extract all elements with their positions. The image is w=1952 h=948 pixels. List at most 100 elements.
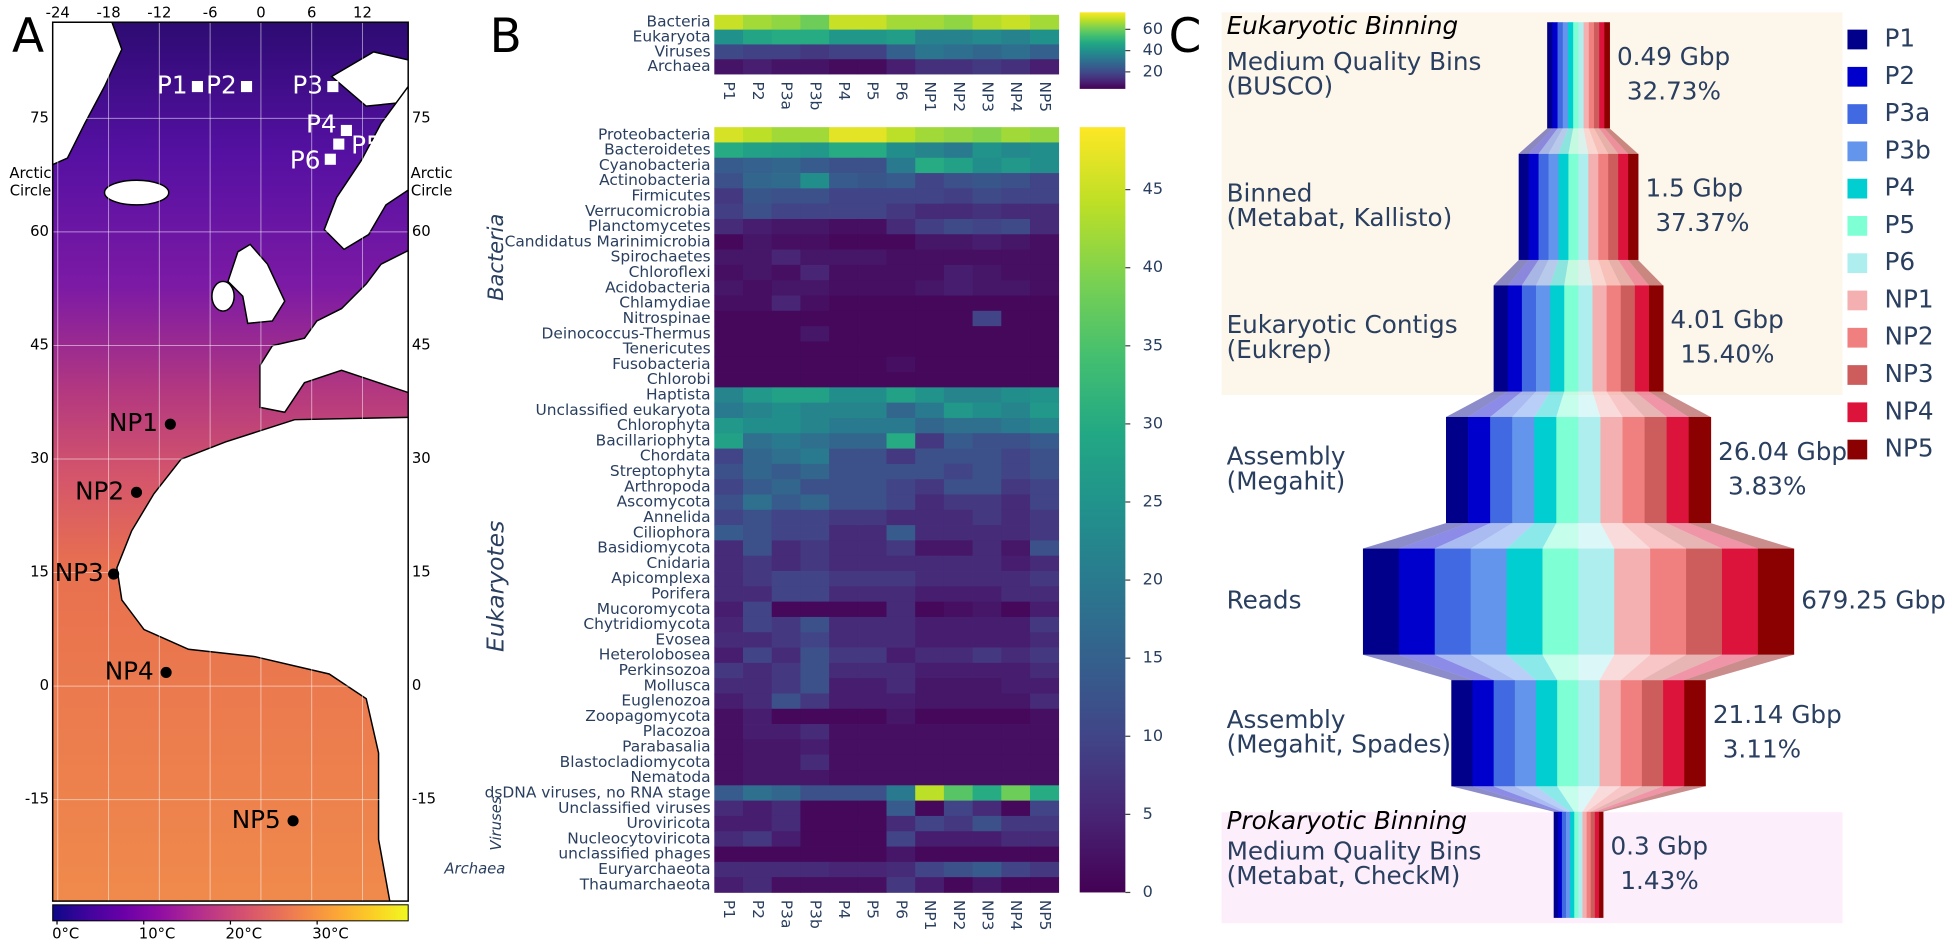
heat-cell [1030,173,1060,189]
heat-cell [915,188,945,205]
heat-cell [743,14,773,30]
heat-cell [743,249,773,266]
funnel-segment [1528,153,1539,260]
column-label: P3a [778,81,796,110]
heat-cell [800,264,830,281]
heat-cell [857,463,887,480]
column-label: NP2 [950,81,968,112]
heat-cell [771,173,801,189]
heat-cell [829,59,859,75]
heat-cell [943,448,973,465]
colorbar [1079,127,1126,893]
heat-cell [800,29,830,45]
stage-value: 679.25 Gbp [1801,586,1946,615]
legend-swatch [1847,365,1868,385]
funnel-segment [1618,153,1629,260]
heat-cell [886,14,916,30]
heat-cell [972,586,1002,603]
connector [1578,654,1615,681]
heat-cell [1001,693,1031,710]
heat-cell [1030,708,1060,725]
station-marker [287,815,299,827]
funnel-segment [1620,285,1636,392]
colorbar-tick-label: 40 [1143,257,1163,276]
connector [1588,128,1609,154]
funnel-segment [1521,285,1537,392]
heat-cell [800,877,830,893]
heat-cell [1001,218,1031,235]
funnel-segment [1556,416,1579,524]
funnel-segment [1593,22,1600,129]
heat-cell [771,218,801,235]
heat-cell [743,571,773,587]
heat-cell [857,402,887,419]
stage-title: Assembly [1227,442,1346,471]
y-tick-label: 30 [412,450,431,467]
heat-cell [886,448,916,465]
connector [1583,128,1599,154]
heat-cell [743,127,773,143]
heat-cell [800,280,830,296]
heat-cell [1030,59,1060,75]
y-tick-label: -15 [25,791,49,808]
row-label: Chloroflexi [629,263,711,281]
colorbar-tick-label: 30 [1143,413,1163,432]
funnel-segment [1594,811,1600,918]
funnel-segment [1557,680,1579,787]
heat-cell [714,249,744,266]
heat-cell [743,861,773,878]
heat-cell [1030,448,1060,465]
heat-cell [829,632,859,648]
heat-cell [771,29,801,45]
funnel-segment [1567,22,1574,129]
row-label: Nematoda [630,768,710,786]
heat-cell [915,44,945,60]
connector [1598,786,1706,812]
column-label: P4 [835,900,853,919]
stage-value: 1.5 Gbp [1645,174,1743,203]
stage-title: (Metabat, CheckM) [1227,861,1461,890]
heat-cell [1030,647,1060,664]
legend-swatch [1847,29,1868,50]
group-title: Eukaryotic Binning [1227,11,1459,40]
heat-cell [943,341,973,358]
row-label: Evosea [655,630,710,648]
connector [1434,523,1513,549]
station-marker [324,153,336,165]
legend-label: NP2 [1885,322,1934,351]
heat-cell [1030,402,1060,419]
heat-cell [943,14,973,30]
heat-cell [857,448,887,465]
stage-title: Binned [1227,179,1313,208]
funnel-segment [1570,811,1575,918]
station-label: P5 [351,131,382,160]
heat-cell [972,127,1002,143]
funnel-segment [1614,548,1651,655]
heat-cell [857,203,887,220]
heat-cell [943,647,973,664]
connector [1507,259,1539,286]
heat-cell [972,341,1002,358]
heat-cell [886,754,916,771]
heat-cell [800,708,830,725]
funnel-segment [1558,153,1569,260]
heat-cell [1001,14,1031,30]
heat-cell [886,647,916,664]
heat-cell [972,861,1002,878]
row-label: Zoopagomycota [585,707,710,725]
heat-cell [943,540,973,557]
heat-cell [829,739,859,756]
heat-cell [1001,433,1031,449]
funnel-segment [1507,285,1523,392]
funnel-segment [1398,548,1436,655]
heat-cell [915,127,945,143]
heat-cell [1030,831,1060,847]
heat-cell [714,785,744,801]
heat-cell [972,59,1002,75]
heat-cell [714,831,744,847]
heat-cell [1001,647,1031,664]
map [52,22,409,902]
funnel-segment [1620,680,1643,787]
heat-cell [800,59,830,75]
connector [1663,654,1758,681]
